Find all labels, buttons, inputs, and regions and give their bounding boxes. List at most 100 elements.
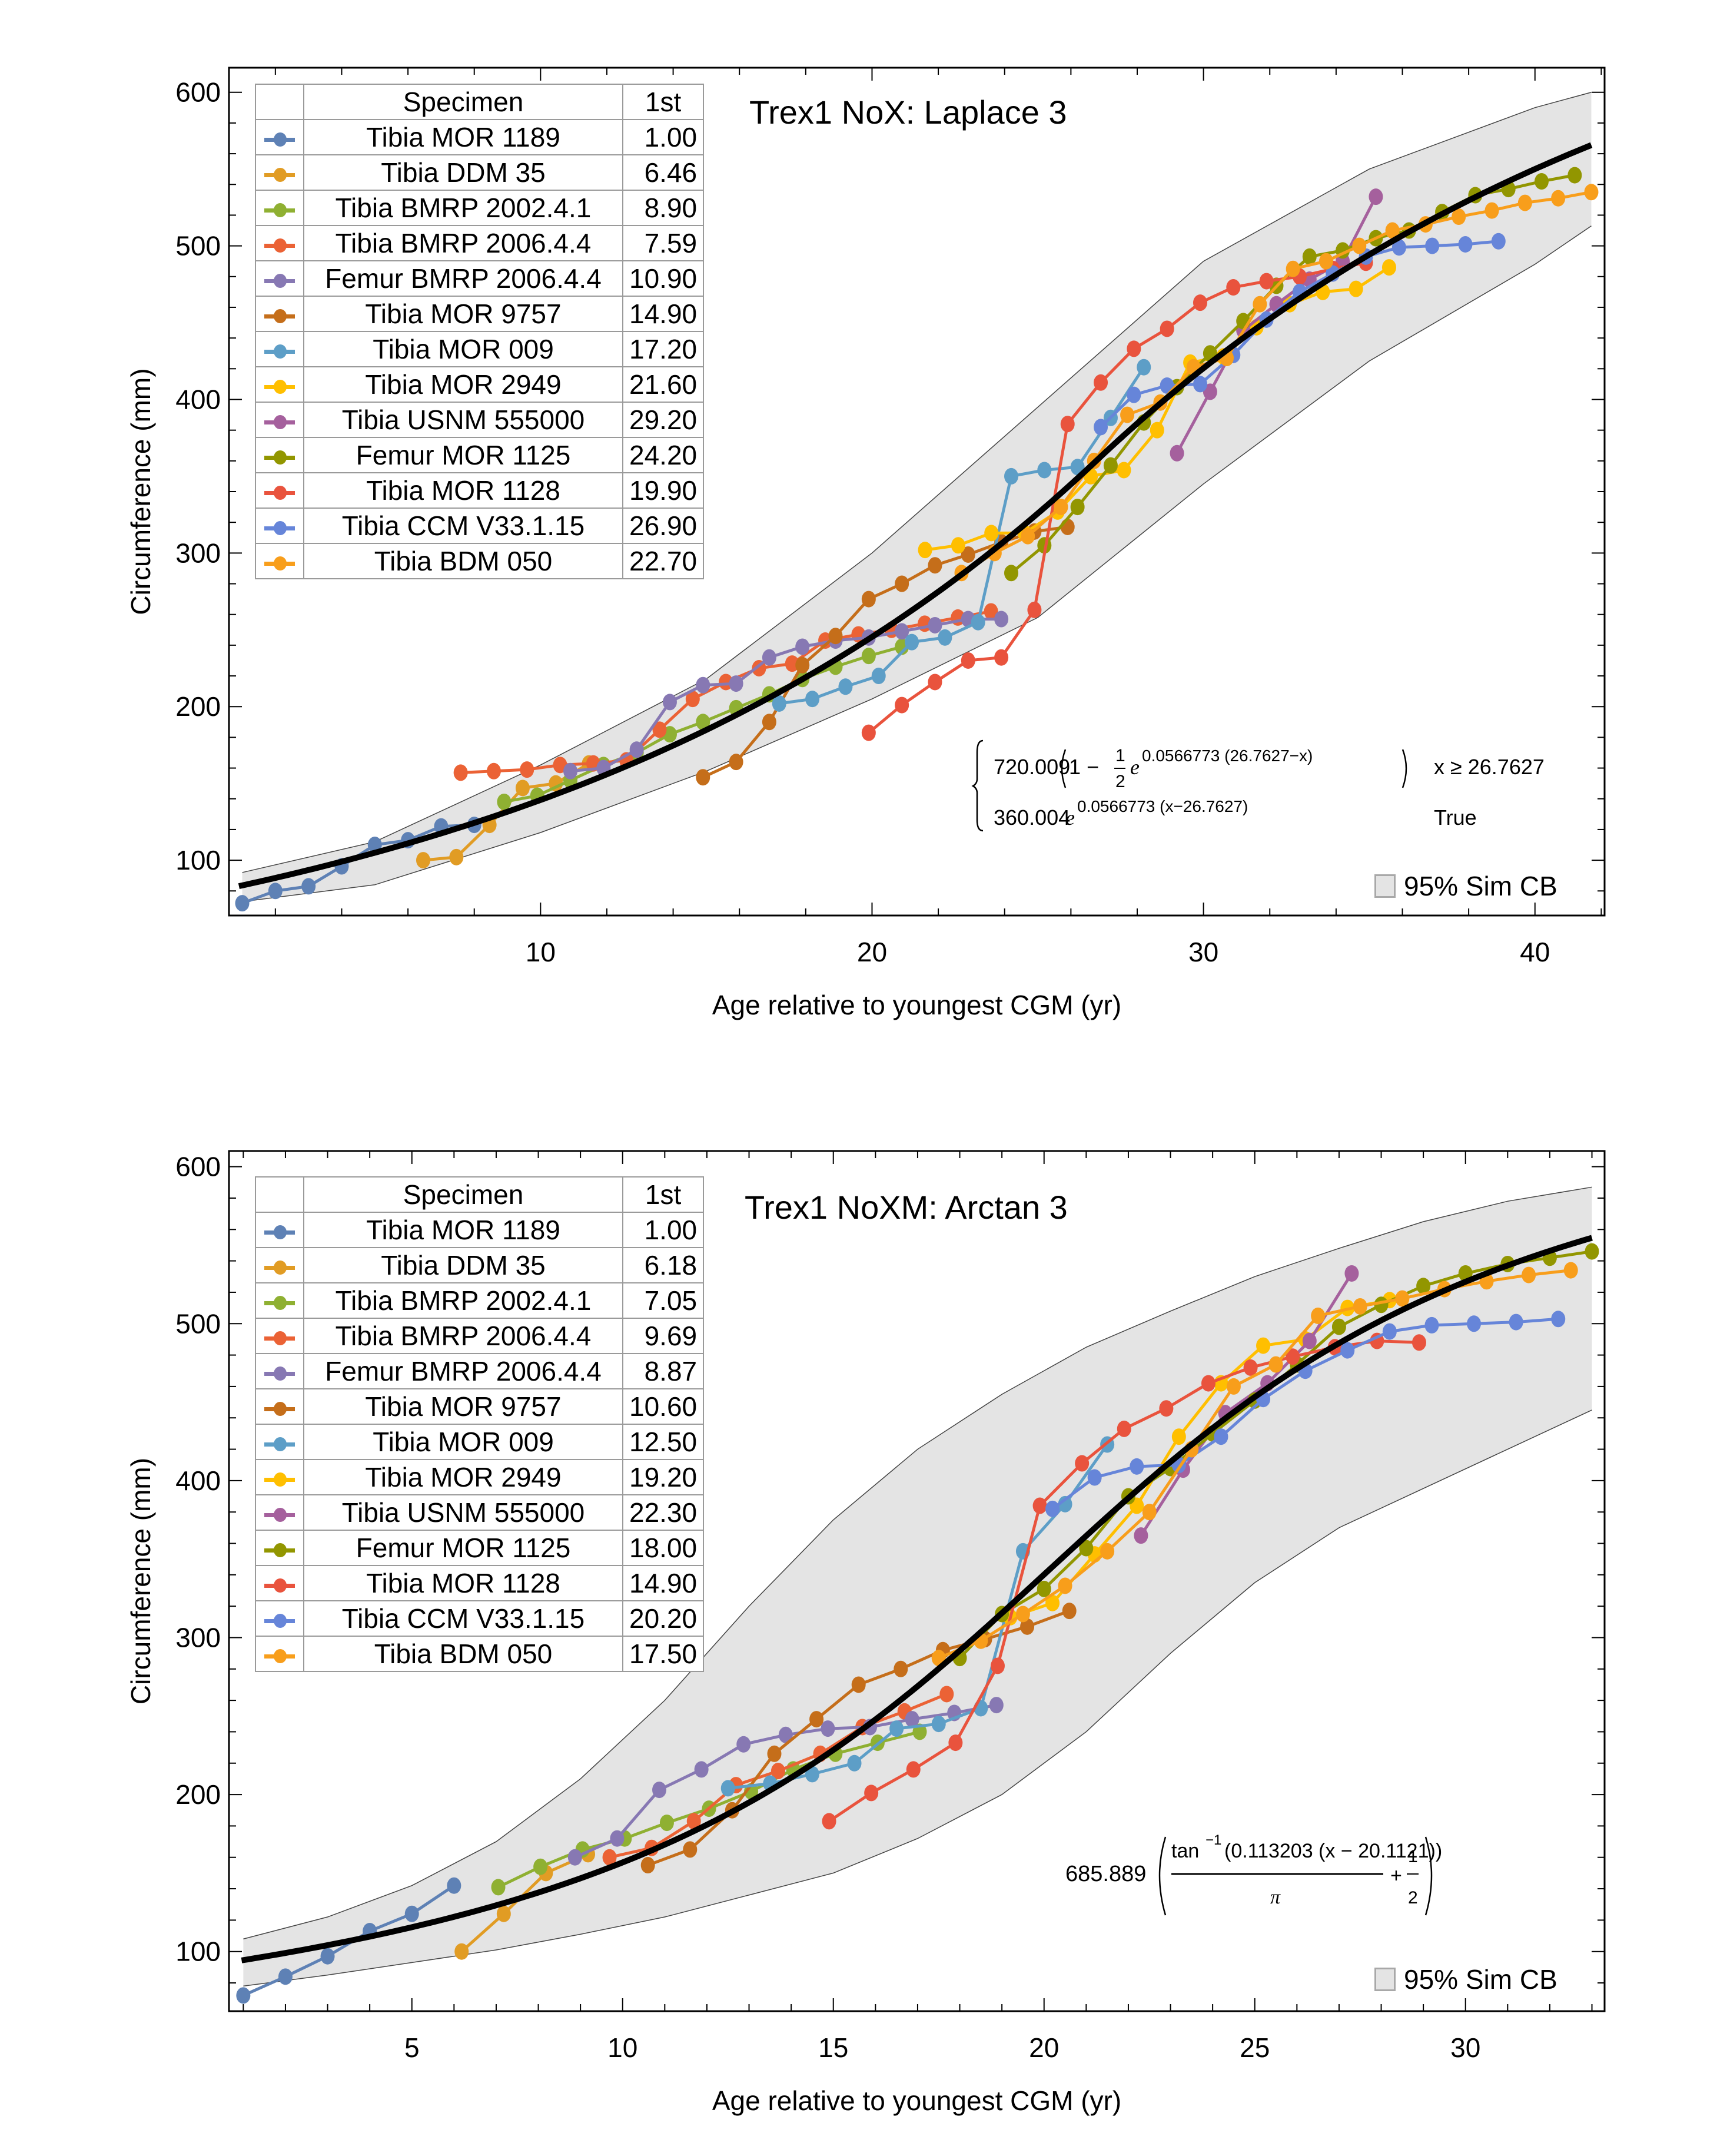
legend-swatch xyxy=(255,1600,304,1637)
chart-title: Trex1 NoX: Laplace 3 xyxy=(749,94,1067,131)
data-point xyxy=(1054,499,1068,516)
data-point xyxy=(1567,167,1582,184)
line-marker-icon xyxy=(264,556,295,570)
line-marker-icon xyxy=(264,1260,295,1275)
x-tick-label: 30 xyxy=(1188,937,1218,967)
data-point xyxy=(449,848,464,865)
data-point xyxy=(652,1782,667,1799)
data-point xyxy=(1037,462,1052,479)
y-tick-label: 600 xyxy=(175,77,221,108)
data-point xyxy=(1117,462,1131,479)
formula-row1-coef: 720.009 xyxy=(994,755,1070,779)
data-point xyxy=(1060,519,1075,535)
data-point xyxy=(1127,386,1141,403)
legend-row: Tibia MOR 1189 1.00 xyxy=(255,119,705,155)
data-point xyxy=(1311,1307,1326,1324)
x-tick-label: 20 xyxy=(1029,2032,1059,2063)
legend-specimen: Tibia MOR 009 xyxy=(303,1424,623,1460)
line-marker-icon xyxy=(264,238,295,253)
x-tick-label: 15 xyxy=(818,2032,848,2063)
data-point xyxy=(686,1813,701,1830)
data-point xyxy=(1142,1504,1157,1521)
formula-coef: 685.889 xyxy=(1065,1862,1146,1886)
data-point xyxy=(1226,1378,1241,1395)
data-point xyxy=(235,895,250,912)
data-point xyxy=(1060,416,1075,433)
legend-swatch xyxy=(255,1282,304,1319)
ci-legend-bottom: 95% Sim CB xyxy=(1374,1963,1557,1995)
legend-specimen: Tibia DDM 35 xyxy=(303,1247,623,1283)
data-point xyxy=(720,1780,735,1797)
line-marker-icon xyxy=(264,1578,295,1593)
data-point xyxy=(694,1761,709,1778)
legend-specimen: Tibia MOR 1128 xyxy=(303,472,623,509)
data-point xyxy=(729,675,743,692)
data-point xyxy=(994,649,1009,666)
data-point xyxy=(809,1711,824,1728)
formula-top: 720.009 1 − 1 2 e 0.0566773 (26.7627−x) … xyxy=(970,732,1588,838)
legend-swatch xyxy=(255,402,304,438)
legend-specimen: Tibia USNM 555000 xyxy=(303,402,623,438)
line-marker-icon xyxy=(264,1648,295,1663)
data-point xyxy=(984,525,999,542)
legend-row: Tibia MOR 9757 10.60 xyxy=(255,1388,705,1425)
data-point xyxy=(236,1987,251,2004)
data-point xyxy=(1286,260,1300,277)
legend-swatch xyxy=(255,366,304,403)
data-point xyxy=(1412,1334,1426,1351)
data-point xyxy=(320,1948,335,1965)
legend-row: Tibia MOR 009 12.50 xyxy=(255,1424,705,1460)
data-point xyxy=(1584,184,1599,201)
data-point xyxy=(1268,1356,1283,1373)
legend-swatch xyxy=(255,437,304,473)
data-point xyxy=(1253,296,1267,313)
legend-specimen: Tibia MOR 1189 xyxy=(303,1212,623,1248)
data-point xyxy=(905,633,919,651)
ci-swatch-icon xyxy=(1374,1968,1396,1991)
data-point xyxy=(496,1905,511,1922)
data-point xyxy=(1045,1594,1060,1611)
line-marker-icon xyxy=(264,1472,295,1487)
data-point xyxy=(1551,1311,1566,1328)
data-point xyxy=(948,1734,963,1752)
data-point xyxy=(762,714,776,731)
data-point xyxy=(864,1784,879,1802)
legend-swatch xyxy=(255,331,304,367)
legend-row: Tibia BMRP 2002.4.1 7.05 xyxy=(255,1282,705,1319)
legend-first: 19.90 xyxy=(622,472,705,509)
data-point xyxy=(1369,188,1383,205)
data-point xyxy=(652,721,667,738)
data-point xyxy=(767,1745,782,1762)
data-point xyxy=(486,762,501,780)
legend-specimen: Tibia BMRP 2002.4.1 xyxy=(303,190,623,226)
data-point xyxy=(1020,1618,1035,1635)
data-point xyxy=(1302,1332,1317,1349)
legend-first: 12.50 xyxy=(622,1424,705,1460)
legend-first: 21.60 xyxy=(622,366,705,403)
data-point xyxy=(1037,1580,1051,1597)
data-point xyxy=(1425,237,1440,254)
legend-body-bottom: Tibia MOR 1189 1.00 Tibia DDM 35 6.18 Tibia … xyxy=(255,1212,705,1672)
data-point xyxy=(1203,383,1217,400)
legend-body-top: Tibia MOR 1189 1.00 Tibia DDM 35 6.46 Tibia … xyxy=(255,119,705,579)
data-point xyxy=(640,1857,655,1874)
data-point xyxy=(1021,528,1035,545)
data-point xyxy=(1058,1495,1072,1512)
legend-table-top: Specimen 1st Tibia MOR 1189 1.00 Tibia DDM… xyxy=(255,84,705,579)
data-point xyxy=(1127,340,1141,357)
line-marker-icon xyxy=(264,450,295,465)
x-tick-label: 40 xyxy=(1520,937,1550,967)
data-point xyxy=(1004,565,1018,582)
data-point xyxy=(1058,1577,1072,1594)
data-point xyxy=(1458,236,1473,253)
ci-legend-label: 95% Sim CB xyxy=(1404,871,1557,901)
formula-frac-den: 2 xyxy=(1408,1888,1418,1908)
y-tick-label: 600 xyxy=(175,1152,221,1182)
fit-curve xyxy=(238,142,1593,890)
line-marker-icon xyxy=(264,414,295,429)
legend-first: 29.20 xyxy=(622,402,705,438)
data-point xyxy=(659,1815,674,1832)
legend-first: 19.20 xyxy=(622,1459,705,1495)
formula-row1-body: 1 − xyxy=(1069,755,1099,779)
